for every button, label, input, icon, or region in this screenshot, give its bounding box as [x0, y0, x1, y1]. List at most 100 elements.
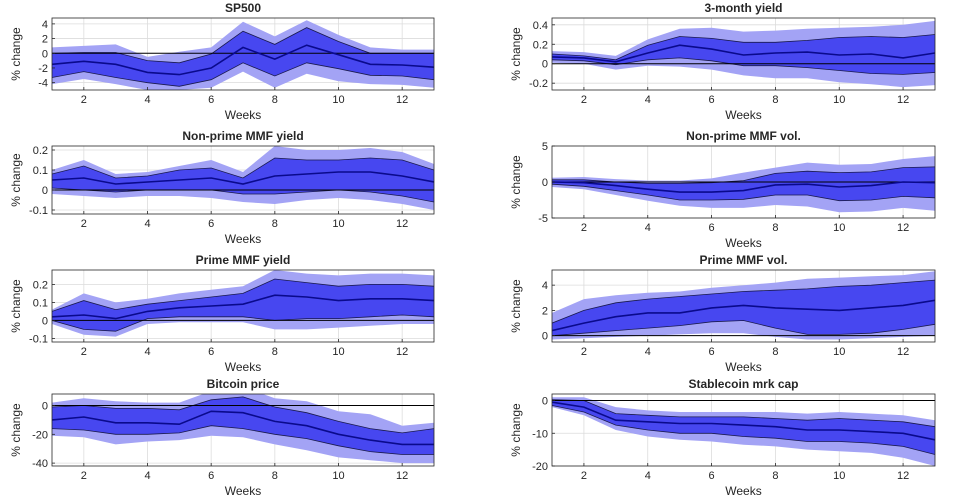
inner-band-upper-edge — [52, 396, 434, 434]
x-tick-label: 10 — [332, 346, 344, 358]
axes-frame — [551, 269, 936, 343]
y-tick-label: -40 — [32, 458, 48, 470]
inner-confidence-band — [552, 280, 935, 336]
median-series-line — [52, 44, 434, 76]
chart-panel-prime_yield: 2 4 6 8 10 12 -0.1 0 0.1 0.2 Prime MMF yield Weeks%… — [9, 253, 435, 374]
y-tick-label: 0 — [42, 48, 48, 60]
y-axis-label: % change — [509, 155, 523, 209]
y-axis-label: % change — [9, 153, 23, 207]
chart-title: Bitcoin price — [207, 377, 280, 391]
inner-band-lower-edge — [552, 405, 935, 455]
x-tick-label: 8 — [272, 218, 278, 230]
inner-confidence-band — [552, 399, 935, 455]
y-tick-label: -0.1 — [29, 205, 48, 217]
x-tick-label: 12 — [396, 94, 408, 106]
x-axis-label: Weeks — [225, 360, 261, 374]
inner-band-lower-edge — [52, 425, 434, 455]
y-axis-label: % change — [9, 403, 23, 457]
x-tick-label: 2 — [581, 94, 587, 106]
y-tick-label: -20 — [532, 461, 548, 473]
inner-band-lower-edge — [552, 320, 935, 337]
x-tick-label: 2 — [81, 94, 87, 106]
y-axis-label: % change — [509, 27, 523, 81]
chart-title: SP500 — [225, 1, 261, 15]
chart-panel-bitcoin: 2 4 6 8 10 12 -40 -20 0 Bitcoin price Weeks % chang… — [9, 377, 435, 498]
axes-frame — [51, 145, 435, 215]
plot-content — [52, 394, 434, 464]
y-tick-label: 4 — [542, 280, 548, 292]
x-tick-label: 6 — [709, 222, 715, 234]
x-tick-label: 8 — [772, 94, 778, 106]
y-tick-label: 0 — [42, 315, 48, 327]
x-tick-label: 10 — [833, 222, 845, 234]
chart-title: Stablecoin mrk cap — [688, 377, 798, 391]
y-tick-label: 5 — [542, 141, 548, 153]
median-series-line — [552, 44, 935, 63]
x-tick-label: 12 — [396, 346, 408, 358]
x-tick-label: 4 — [144, 470, 150, 482]
median-series-line — [552, 299, 935, 332]
axes-frame — [551, 17, 936, 91]
x-tick-label: 2 — [81, 470, 87, 482]
inner-confidence-band — [552, 166, 935, 201]
x-axis-label: Weeks — [225, 108, 261, 122]
x-tick-label: 8 — [272, 346, 278, 358]
x-tick-label: 12 — [897, 94, 909, 106]
chart-title: 3-month yield — [704, 1, 782, 15]
axes-frame — [51, 393, 435, 467]
x-tick-label: 12 — [897, 346, 909, 358]
x-tick-label: 12 — [897, 470, 909, 482]
x-tick-label: 2 — [581, 346, 587, 358]
chart-title: Non-prime MMF yield — [182, 129, 303, 143]
x-tick-label: 2 — [581, 470, 587, 482]
y-tick-label: 0.2 — [33, 145, 48, 157]
y-tick-label: -5 — [538, 213, 548, 225]
x-tick-label: 4 — [144, 346, 150, 358]
chart-title: Prime MMF vol. — [699, 253, 787, 267]
y-tick-label: -20 — [32, 429, 48, 441]
inner-band-upper-edge — [52, 278, 434, 312]
axes-frame — [551, 393, 936, 467]
x-tick-label: 10 — [332, 218, 344, 230]
inner-band-lower-edge — [52, 314, 434, 332]
y-tick-label: -2 — [38, 63, 48, 75]
chart-title: Prime MMF yield — [196, 253, 291, 267]
y-tick-label: -0.1 — [29, 333, 48, 345]
y-tick-label: -10 — [532, 428, 548, 440]
chart-panel-sp500: 2 4 6 8 10 12 -4 -2 0 2 4 SP500 Weeks % change — [9, 1, 435, 122]
x-axis-label: Weeks — [725, 108, 761, 122]
x-tick-label: 10 — [332, 94, 344, 106]
y-axis-label: % change — [9, 279, 23, 333]
y-tick-label: 0 — [542, 331, 548, 343]
y-tick-label: -4 — [38, 78, 48, 90]
x-tick-label: 12 — [396, 218, 408, 230]
x-tick-label: 10 — [833, 470, 845, 482]
plot-content — [52, 270, 434, 337]
x-tick-label: 6 — [709, 470, 715, 482]
y-tick-label: 0 — [542, 177, 548, 189]
x-tick-label: 8 — [272, 94, 278, 106]
x-tick-label: 10 — [332, 470, 344, 482]
median-series-line — [52, 171, 434, 185]
inner-band-upper-edge — [552, 279, 935, 324]
x-tick-label: 4 — [645, 94, 651, 106]
x-tick-label: 4 — [645, 470, 651, 482]
y-tick-label: 0 — [42, 401, 48, 413]
chart-title: Non-prime MMF vol. — [686, 129, 801, 143]
x-tick-label: 8 — [772, 222, 778, 234]
x-axis-label: Weeks — [225, 484, 261, 498]
chart-panel-prime_vol: 2 4 6 8 10 12 0 2 4 Prime MMF vol. Weeks % change — [509, 253, 936, 374]
y-tick-label: 0.2 — [533, 39, 548, 51]
y-tick-label: 0 — [542, 396, 548, 408]
x-tick-label: 4 — [144, 218, 150, 230]
chart-panel-nonprime_vol: 2 4 6 8 10 12 -5 0 5 Non-prime MMF vol. Weeks % cha… — [509, 129, 936, 250]
y-tick-label: 0.2 — [33, 279, 48, 291]
chart-panel-nonprime_yield: 2 4 6 8 10 12 -0.1 0 0.1 0.2 Non-prime MMF yield We… — [9, 129, 435, 246]
inner-confidence-band — [52, 396, 434, 455]
median-series-line — [52, 294, 434, 320]
median-series-line — [52, 410, 434, 446]
x-tick-label: 8 — [772, 346, 778, 358]
x-tick-label: 6 — [208, 470, 214, 482]
x-tick-label: 10 — [833, 346, 845, 358]
